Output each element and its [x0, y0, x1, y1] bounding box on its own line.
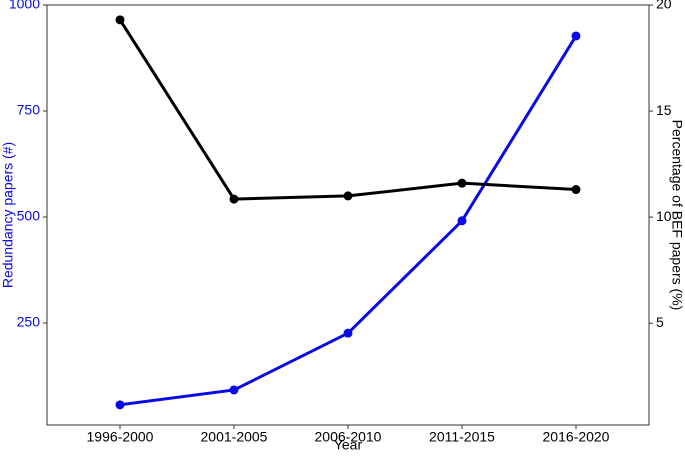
- y2-axis-label: Percentage of BEF papers (%): [669, 120, 685, 311]
- y-tick-label: 500: [17, 208, 41, 224]
- x-tick-label: 2001-2005: [201, 429, 268, 445]
- y2-tick-label: 20: [656, 0, 672, 12]
- data-point: [343, 191, 353, 201]
- data-point: [571, 31, 581, 41]
- x-tick-label: 1996-2000: [87, 429, 154, 445]
- data-point: [115, 15, 125, 25]
- series-line: [119, 35, 578, 407]
- x-axis-label: Year: [334, 437, 363, 453]
- y-axis-label: Redundancy papers (#): [0, 142, 16, 288]
- data-point: [229, 194, 239, 204]
- data-point: [229, 385, 239, 395]
- x-tick-label: 2006-2010: [315, 429, 382, 445]
- data-point: [457, 178, 467, 188]
- y2-tick-label: 5: [656, 314, 664, 330]
- data-point: [343, 328, 353, 338]
- x-tick-label: 2011-2015: [429, 429, 495, 445]
- x-tick-label: 2016-2020: [543, 429, 610, 445]
- data-point: [115, 400, 125, 410]
- y-tick-label: 750: [17, 102, 41, 118]
- y2-tick-label: 10: [656, 208, 672, 224]
- plot-frame: [46, 4, 650, 426]
- series-line: [118, 19, 577, 201]
- data-point: [571, 185, 581, 195]
- data-point: [457, 216, 467, 226]
- y-tick-label: 1000: [9, 0, 40, 12]
- y-tick-label: 250: [17, 314, 41, 330]
- y2-tick-label: 15: [656, 102, 672, 118]
